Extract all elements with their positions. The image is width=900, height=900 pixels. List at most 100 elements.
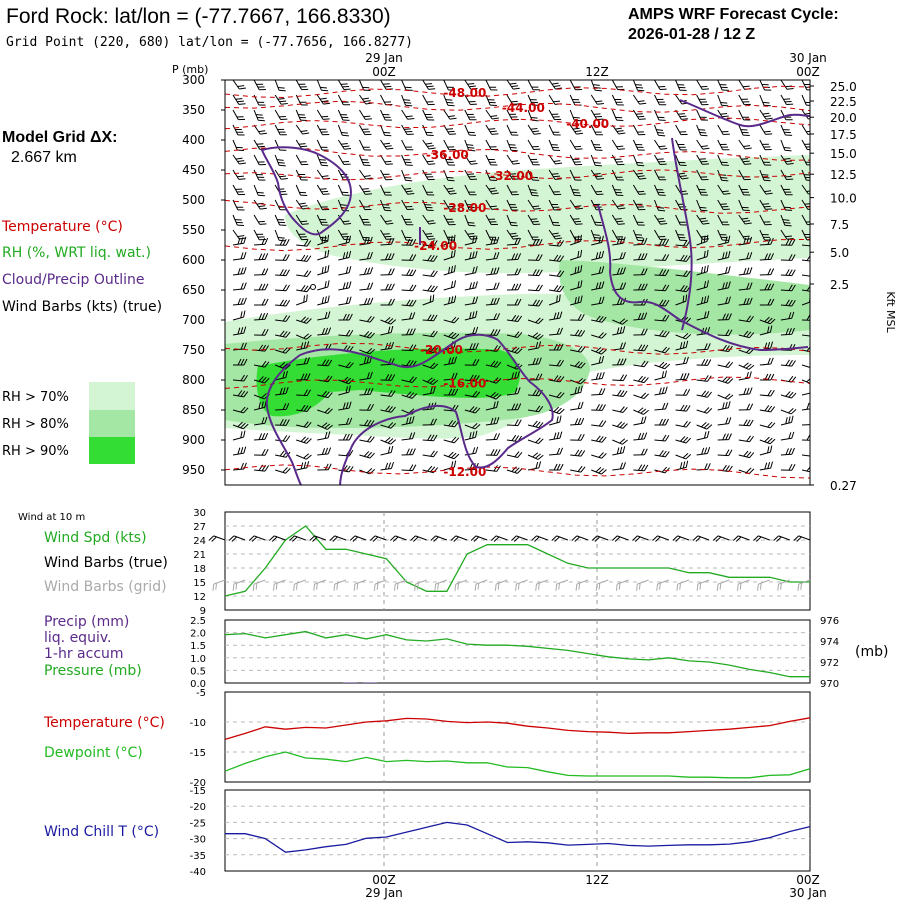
- barb-flag: [427, 345, 433, 352]
- barb-flag: [553, 463, 558, 471]
- barb-flag: [657, 217, 664, 220]
- barb-staff: [556, 535, 569, 541]
- wind-barb: [759, 109, 773, 120]
- wind-barb-grid: [333, 579, 347, 591]
- barb-flag: [448, 224, 456, 226]
- barb-flag: [753, 535, 759, 541]
- barb-flag: [236, 116, 244, 118]
- barb-flag: [409, 344, 414, 351]
- barb-flag: [658, 119, 666, 121]
- barb-flag: [269, 535, 275, 541]
- wind-barb: [401, 416, 415, 426]
- barb-flag: [430, 346, 436, 353]
- barb-flag: [240, 237, 244, 244]
- cloud-outlines: [260, 99, 810, 485]
- barb-flag: [786, 178, 794, 181]
- barb-staff: [516, 535, 528, 541]
- barb-flag: [301, 163, 309, 166]
- barb-flag: [575, 148, 583, 150]
- barb-flag: [616, 145, 624, 148]
- barb-flag: [784, 176, 792, 178]
- wind-barb: [717, 214, 730, 226]
- wind-barb: [506, 214, 518, 227]
- barb-staff: [415, 535, 427, 541]
- forecast-cycle-value: 2026-01-28 / 12 Z: [628, 26, 755, 43]
- wind-barb-grid: [656, 579, 669, 591]
- wind-barb: [780, 139, 792, 152]
- barb-flag: [640, 268, 645, 275]
- barb-flag: [277, 97, 285, 100]
- wind-barb-true: [269, 535, 286, 542]
- barb-staff: [464, 94, 471, 105]
- barb-flag: [448, 420, 454, 427]
- wind-barb: [506, 154, 520, 165]
- barb-flag: [446, 218, 453, 220]
- barb-flag: [553, 149, 561, 152]
- barb-flag: [430, 255, 435, 262]
- barb-flag: [303, 357, 307, 365]
- barb-flag: [700, 297, 704, 304]
- barb-flag: [261, 268, 266, 275]
- barb-flag: [321, 266, 324, 274]
- barb-flag: [471, 422, 478, 429]
- barb-staff: [443, 439, 455, 444]
- wind-barb: [780, 327, 795, 336]
- barb-flag: [514, 451, 520, 458]
- barb-flag: [321, 175, 329, 178]
- barb-flag: [408, 408, 415, 414]
- barb-flag: [805, 146, 810, 148]
- barb-flag: [446, 187, 454, 190]
- barb-flag: [490, 535, 497, 541]
- barb-flag: [386, 163, 393, 165]
- barb-flag: [619, 390, 625, 397]
- barb-flag: [279, 387, 283, 395]
- wind-barb: [485, 449, 501, 456]
- wind-barb: [528, 238, 543, 246]
- barb-flag: [433, 536, 439, 542]
- barb-flag: [366, 347, 373, 354]
- barb-flag: [679, 239, 687, 242]
- barb-flag: [280, 118, 288, 121]
- barb-staff: [506, 334, 518, 338]
- barb-flag: [782, 129, 790, 131]
- barb-flag: [430, 418, 435, 426]
- barb-flag: [785, 160, 793, 163]
- barb-flag: [763, 104, 771, 107]
- wind-barb: [401, 284, 417, 292]
- barb-staff: [275, 319, 287, 322]
- barb-flag: [574, 130, 582, 133]
- wind-barb: [717, 124, 730, 136]
- barb-flag: [721, 206, 729, 208]
- barb-flag: [493, 536, 500, 542]
- barb-flag: [658, 236, 666, 238]
- barb-flag: [559, 270, 565, 277]
- barb-flag: [243, 446, 247, 454]
- barb-flag: [575, 89, 583, 91]
- wind-barb: [654, 346, 670, 354]
- temperature-contour-label: -20.00: [420, 343, 463, 357]
- barb-flag: [366, 451, 373, 458]
- barb-flag: [538, 239, 543, 246]
- barb-flag: [785, 209, 793, 211]
- barb-staff: [591, 362, 603, 366]
- barb-flag: [598, 388, 603, 395]
- wind-barb: [464, 281, 478, 291]
- barb-flag: [622, 326, 626, 333]
- barb-flag: [366, 403, 371, 411]
- barb-flag: [784, 149, 792, 152]
- barb-flag: [261, 448, 266, 456]
- barb-flag: [490, 360, 496, 367]
- barb-staff: [435, 579, 448, 585]
- barb-staff: [696, 409, 708, 414]
- barb-flag: [512, 194, 519, 196]
- wind-barb: [549, 270, 565, 278]
- barb-flag: [638, 209, 646, 211]
- barb-flag: [788, 407, 794, 414]
- barb-flag: [767, 357, 771, 365]
- barb-staff: [738, 377, 750, 381]
- barb-flag: [762, 203, 770, 205]
- barb-flag: [595, 315, 601, 322]
- barb-flag: [580, 295, 583, 303]
- barb-flag: [764, 190, 772, 193]
- barb-flag: [345, 236, 349, 244]
